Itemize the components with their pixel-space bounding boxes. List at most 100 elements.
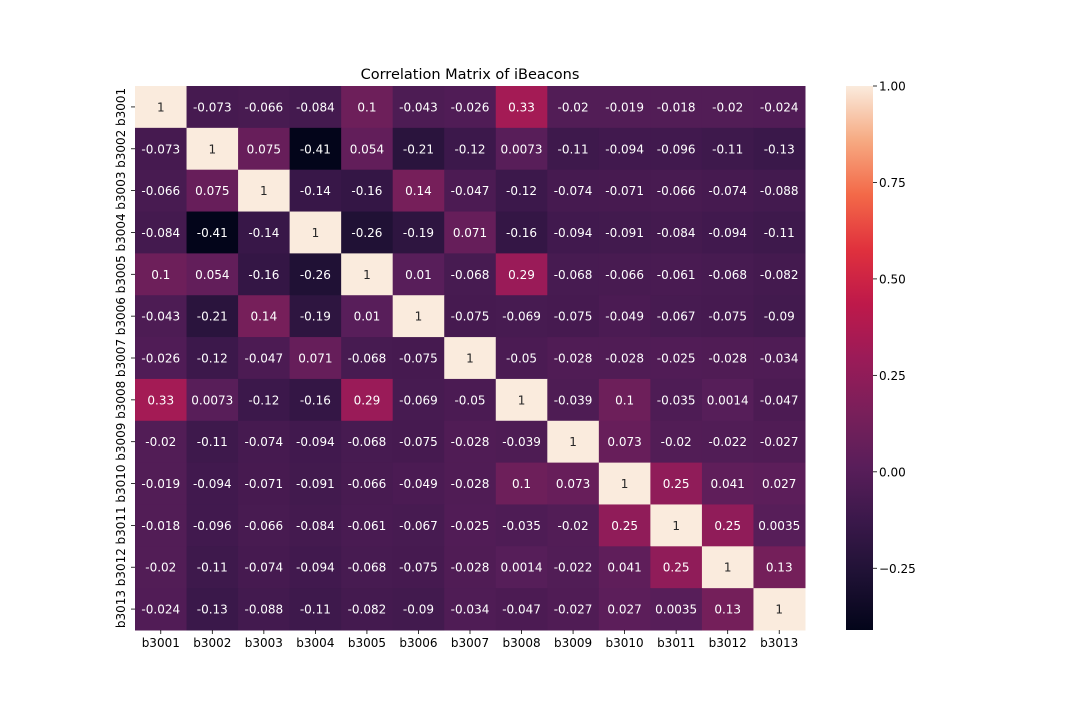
heatmap-cell [547, 378, 600, 422]
heatmap-cell [598, 546, 651, 589]
heatmap-cell [701, 127, 754, 171]
heatmap-cell [650, 337, 703, 380]
x-tick-label: b3008 [502, 636, 540, 650]
heatmap-cell [238, 420, 291, 464]
heatmap-cell [289, 420, 342, 464]
heatmap-cell [701, 337, 754, 380]
heatmap-cell [238, 295, 291, 338]
heatmap-cell [598, 420, 651, 464]
heatmap-cell [341, 546, 394, 589]
colorbar-tick-label: 1.00 [879, 80, 906, 94]
y-tick-label: b3003 [114, 172, 128, 210]
heatmap-cell [495, 378, 548, 422]
cell-annotation: -0.066 [141, 184, 180, 198]
cell-annotation: -0.035 [502, 519, 541, 533]
cell-annotation: -0.061 [657, 268, 696, 282]
cell-annotation: -0.068 [708, 268, 747, 282]
cell-annotation: 0.1 [615, 393, 634, 407]
heatmap-cell [753, 211, 806, 254]
cell-annotation: -0.02 [558, 519, 589, 533]
colorbar-tick-label: −0.25 [879, 562, 916, 576]
cell-annotation: -0.027 [554, 603, 593, 617]
heatmap-cell [392, 295, 445, 338]
heatmap-cell [495, 127, 548, 171]
colorbar-tick-label: 0.25 [879, 369, 906, 383]
heatmap-cell [341, 295, 394, 338]
heatmap-cell [598, 211, 651, 254]
heatmap-cell [650, 295, 703, 338]
cell-annotation: -0.11 [558, 142, 589, 156]
cell-annotation: -0.047 [451, 184, 490, 198]
cell-annotation: -0.066 [605, 268, 644, 282]
cell-annotation: 0.25 [611, 519, 638, 533]
heatmap-cell [753, 169, 806, 213]
cell-annotation: -0.025 [657, 352, 696, 366]
cell-annotation: -0.091 [296, 477, 335, 491]
heatmap-cell [547, 211, 600, 254]
heatmap-cell [289, 504, 342, 547]
y-tick-label: b3009 [114, 423, 128, 461]
heatmap-cell [186, 462, 239, 505]
cell-annotation: 1 [157, 100, 165, 114]
cell-annotation: -0.02 [661, 435, 692, 449]
heatmap-cell [701, 504, 754, 547]
cell-annotation: -0.049 [605, 310, 644, 324]
cell-annotation: -0.11 [300, 603, 331, 617]
heatmap-cell [701, 462, 754, 505]
heatmap-cell [341, 127, 394, 171]
heatmap-cell [186, 337, 239, 380]
heatmap-cell [341, 378, 394, 422]
cell-annotation: -0.066 [245, 100, 284, 114]
cell-annotation: 0.0073 [501, 142, 543, 156]
heatmap-cells [135, 86, 806, 631]
heatmap-cell [444, 253, 497, 296]
y-tick-label: b3012 [114, 548, 128, 586]
cell-annotation: 1 [312, 226, 320, 240]
cell-annotation: 0.25 [663, 561, 690, 575]
cell-annotation: -0.039 [554, 393, 593, 407]
cell-annotation: 0.0073 [191, 393, 233, 407]
cell-annotation: -0.21 [197, 310, 228, 324]
heatmap-cell [495, 253, 548, 296]
cell-annotation: 0.29 [508, 268, 535, 282]
heatmap-cell [238, 504, 291, 547]
heatmap-cell [547, 420, 600, 464]
y-tick-label: b3011 [114, 506, 128, 544]
heatmap-cell [238, 337, 291, 380]
heatmap-cell [341, 462, 394, 505]
heatmap-cell [547, 253, 600, 296]
cell-annotation: 0.041 [607, 561, 641, 575]
cell-annotation: 1 [775, 603, 783, 617]
cell-annotation: -0.071 [605, 184, 644, 198]
heatmap-cell [701, 546, 754, 589]
heatmap-cell [650, 462, 703, 505]
cell-annotation: -0.14 [248, 226, 279, 240]
x-tick-label: b3013 [760, 636, 798, 650]
heatmap-cell [289, 127, 342, 171]
cell-annotation: -0.094 [554, 226, 593, 240]
heatmap-cell [598, 169, 651, 213]
cell-annotation: 0.01 [405, 268, 432, 282]
cell-annotation: 0.0035 [655, 603, 697, 617]
x-tick-label: b3009 [554, 636, 592, 650]
cell-annotation: 1 [621, 477, 629, 491]
cell-annotation: -0.022 [708, 435, 747, 449]
y-tick-label: b3013 [114, 590, 128, 628]
cell-annotation: -0.028 [451, 477, 490, 491]
cell-annotation: -0.13 [197, 603, 228, 617]
cell-annotation: -0.19 [300, 310, 331, 324]
heatmap-cell [650, 378, 703, 422]
heatmap-cell [444, 86, 497, 129]
cell-annotation: -0.068 [451, 268, 490, 282]
cell-annotation: 0.13 [714, 603, 741, 617]
cell-annotation: 0.071 [453, 226, 487, 240]
heatmap-cell [289, 253, 342, 296]
cell-annotation: 0.1 [151, 268, 170, 282]
heatmap-cell [598, 253, 651, 296]
cell-annotation: -0.028 [708, 352, 747, 366]
heatmap-cell [238, 86, 291, 129]
heatmap-cell [444, 211, 497, 254]
heatmap-cell [135, 169, 188, 213]
heatmap-cell [650, 588, 703, 631]
